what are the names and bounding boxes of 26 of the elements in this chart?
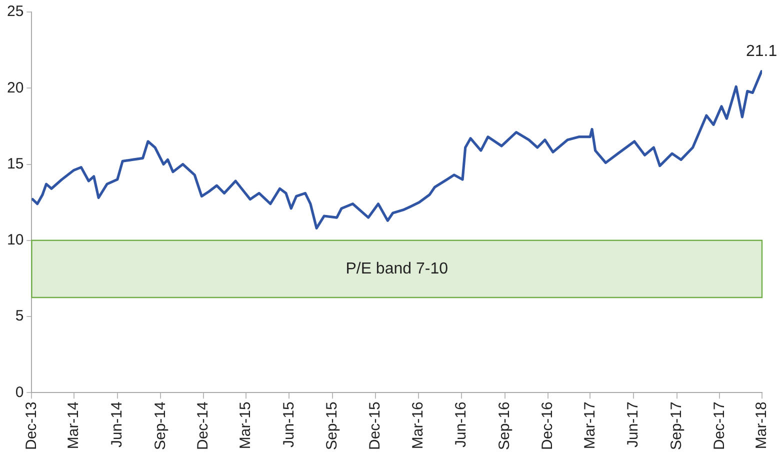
x-tick-label: Dec-14 xyxy=(194,402,212,450)
x-tick-label: Mar-14 xyxy=(65,402,82,450)
x-tick-label: Mar-16 xyxy=(409,402,426,450)
x-tick-label: Dec-16 xyxy=(538,402,556,450)
y-tick-label: 10 xyxy=(6,232,24,249)
y-tick-label: 25 xyxy=(6,3,24,20)
x-tick-label: Mar-18 xyxy=(753,402,770,450)
x-tick-label: Sep-14 xyxy=(152,402,169,450)
x-tick-label: Sep-17 xyxy=(668,402,685,450)
band-label: P/E band 7-10 xyxy=(346,260,448,278)
y-tick-label: 5 xyxy=(15,308,24,325)
y-tick-label: 0 xyxy=(15,384,24,401)
x-tick-label: Jun-17 xyxy=(624,402,642,448)
x-tick-label: Mar-17 xyxy=(581,402,598,450)
y-tick-label: 20 xyxy=(6,79,24,96)
x-tick-label: Dec-15 xyxy=(366,402,384,450)
x-tick-label: Dec-13 xyxy=(22,402,40,450)
data-label: 21.1 xyxy=(746,42,778,60)
x-tick-label: Sep-16 xyxy=(496,402,514,450)
x-tick-label: Jun-15 xyxy=(280,402,298,448)
x-tick-label: Jun-16 xyxy=(452,402,470,448)
y-tick-label: 15 xyxy=(6,155,24,172)
x-tick-label: Jun-14 xyxy=(108,402,126,448)
x-tick-label: Sep-15 xyxy=(324,402,341,450)
x-tick-label: Mar-15 xyxy=(237,402,254,450)
x-tick-label: Dec-17 xyxy=(710,402,728,450)
